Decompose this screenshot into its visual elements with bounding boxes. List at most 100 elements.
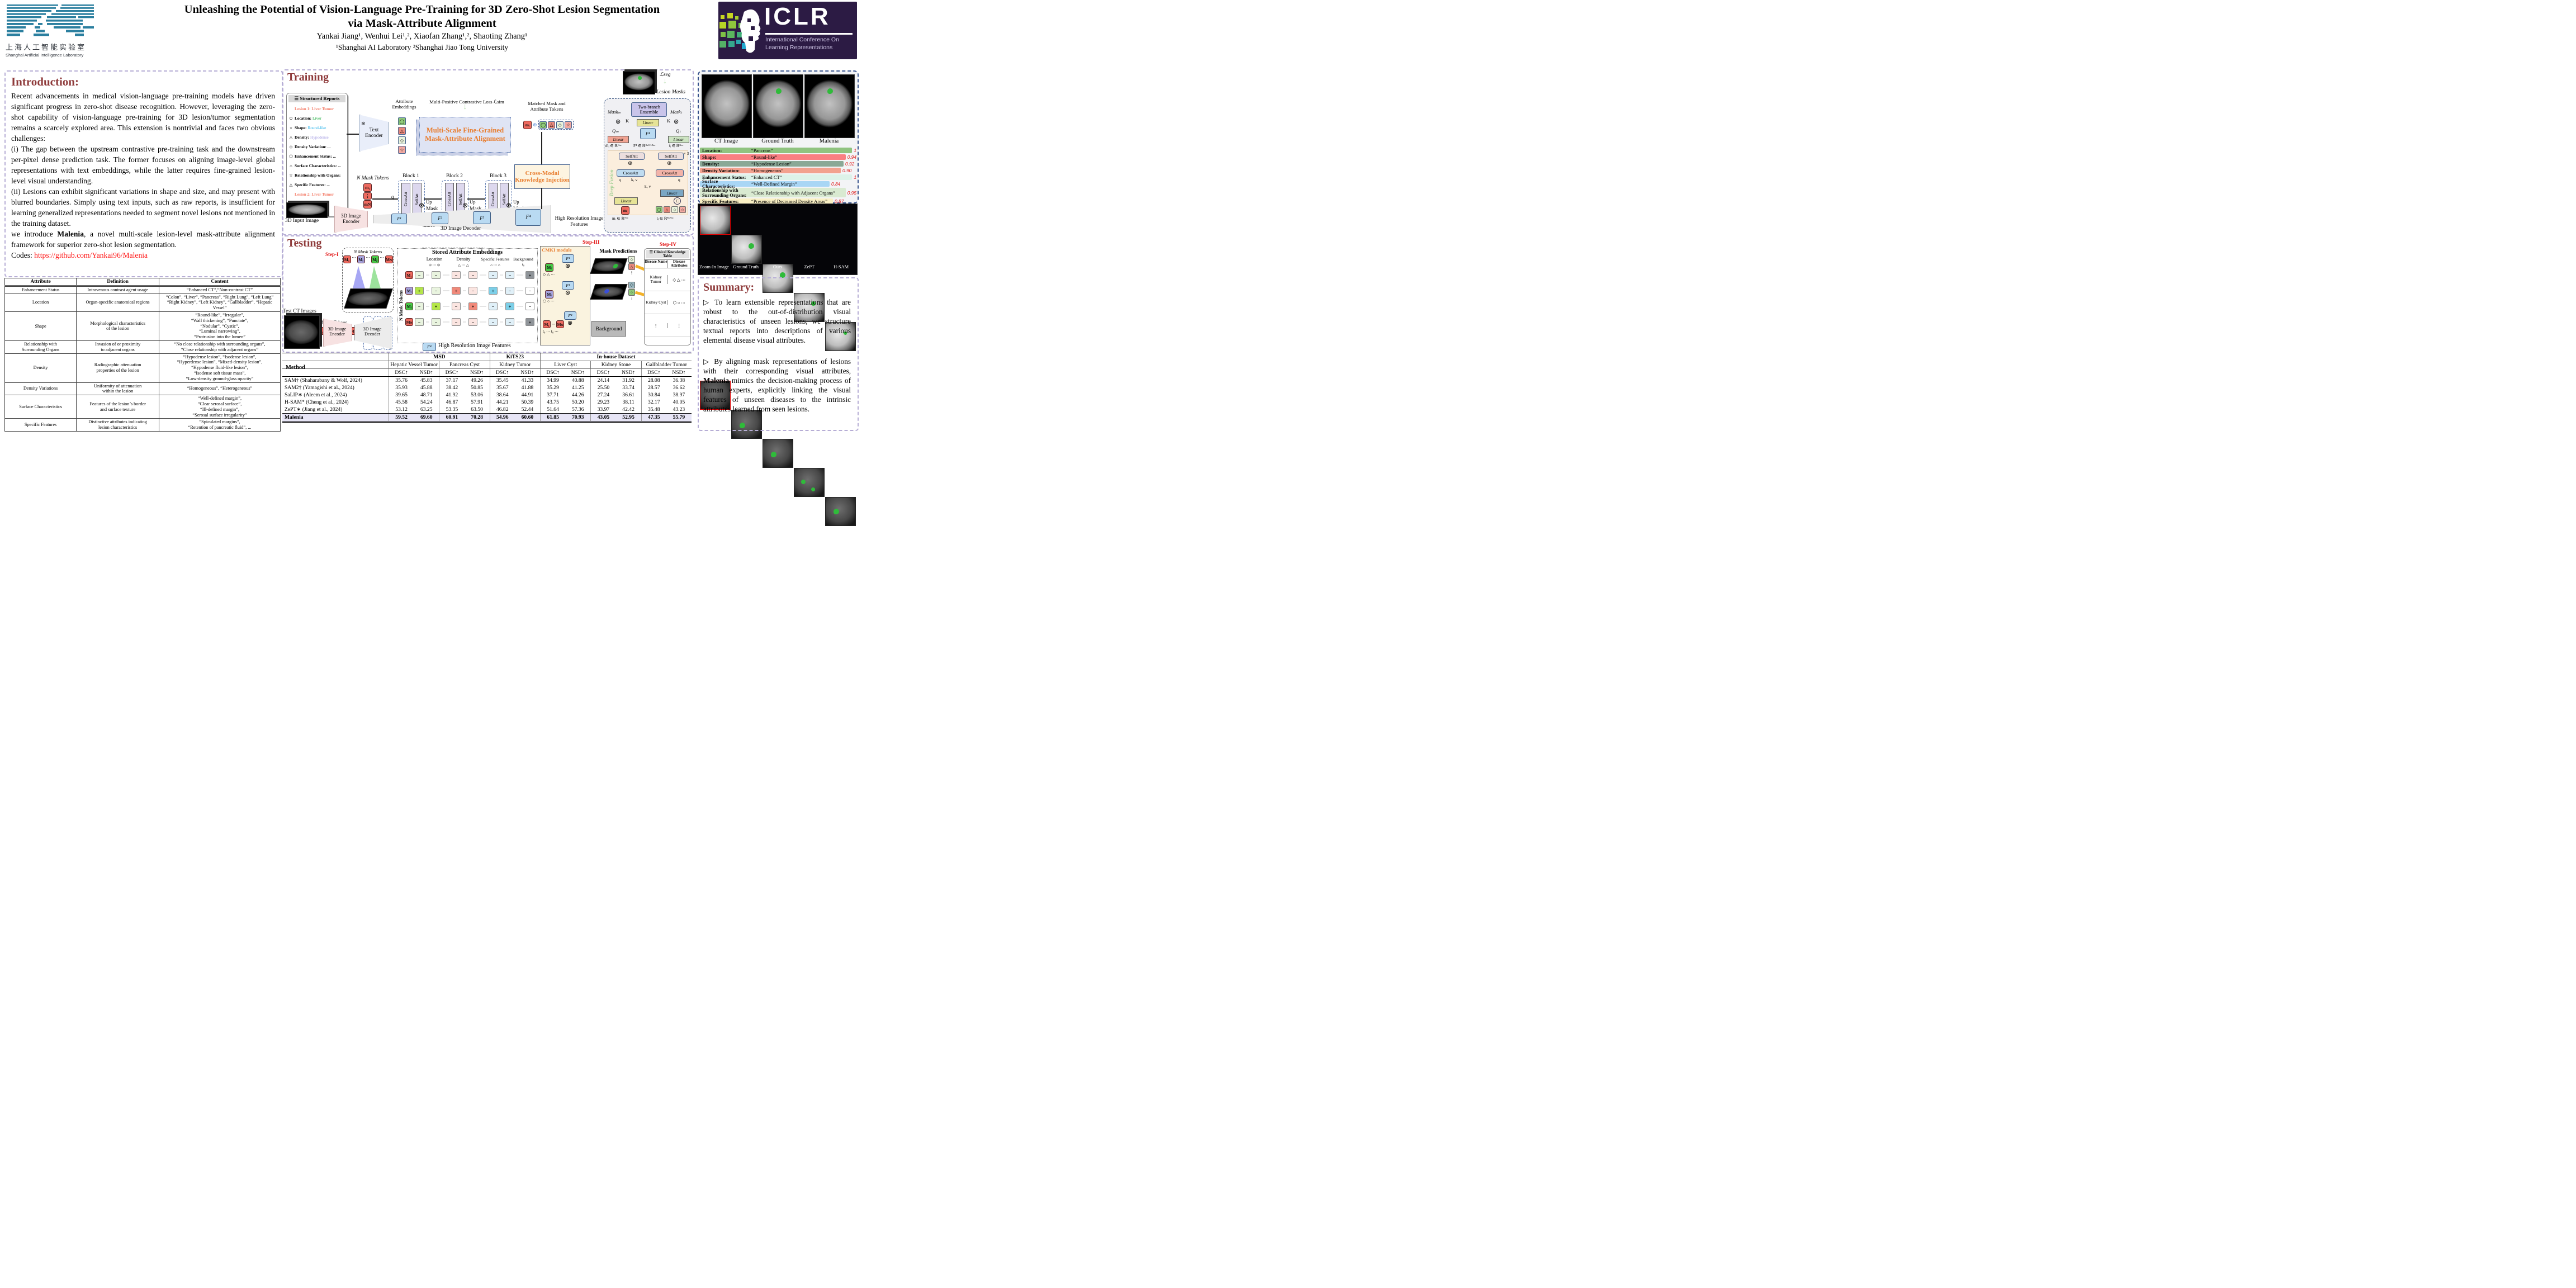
bar-label: Location: — [702, 147, 722, 153]
results-table: Method MSD KiTS23 In-house Dataset Hepat… — [282, 353, 692, 430]
stored-title: Stored Attribute Embeddings — [432, 249, 503, 255]
cell-content: “Hypodense lesion”, “Isodense lesion”, “… — [159, 353, 281, 383]
results-row: SAM2† (Yamagishi et al., 2024) 35.93 45.8… — [282, 384, 692, 391]
kv-l: k, v — [631, 177, 638, 182]
kv-mid: k, v — [645, 184, 651, 189]
t0-icons: t₀ ⋯ t₀ ⋯ — [543, 329, 559, 334]
clinical-title: ☰ Clinical Knowledge Table — [646, 250, 689, 258]
connector — [467, 198, 485, 200]
attribute-bar-row: Density Variation: “Homogeneous” 0.90 — [700, 168, 856, 173]
bar-score: 0.94 — [847, 154, 856, 160]
logo-english-name: Shanghai Artificial Intelligence Laborat… — [6, 53, 84, 58]
cell: − — [468, 287, 477, 295]
zoom-label: Zoom-In Image — [699, 264, 729, 269]
mi-icons: ⬡ ○ ⋯ — [543, 299, 555, 304]
results-row: SaLIP∗ (Aleem et al., 2024) 39.65 48.71 4… — [282, 391, 692, 399]
tj-dim: tⱼ ∈ ℝ⁸ˣᴺˣᶜ — [657, 216, 674, 221]
cell-content: “No close relationship with surrounding … — [159, 340, 281, 354]
crossatt-salmon: CrossAtt — [656, 169, 684, 177]
stored-row: Mᵢ + ⋯ − ⋯⋯ + ⋯ − ⋯⋯ + ⋯ − ⋯⋯ − — [405, 287, 534, 295]
ours-thumb-1 — [763, 264, 793, 293]
bullet-icon: ▷ — [703, 357, 711, 366]
bar-label: Density: — [702, 160, 719, 167]
zoom-comparison-panel: Zoom-In Image Ground Truth Ours ZePT H-SAM — [698, 203, 858, 526]
report-line: ☆ Relationship with Organs: — [288, 171, 345, 180]
alignment-box: Multi-Scale Fine-Grained Mask-Attribute … — [419, 117, 511, 153]
f3-feature: F³ — [473, 211, 491, 224]
iclr-subtitle1: International Conference On — [765, 36, 839, 43]
matched-attr-icons: ◯ △ ◇ ☆ — [538, 120, 574, 130]
mi-dim: mᵢ ∈ ℝᴺˣᶜ — [612, 216, 628, 221]
malenia-label: Malenia — [819, 138, 839, 144]
cell: + — [505, 302, 514, 310]
logo-stripes-icon — [7, 4, 94, 36]
clinical-header: Disease Name Disease Attributes — [645, 259, 690, 268]
otimes-m: ⊗ — [615, 119, 621, 125]
attribute-bar-row: Enhancement Status: “Enhanced CT” 1 — [700, 174, 856, 180]
f4-dim: F⁴ ∈ ℝᴴˣᵂˣᴰˣᶜ — [633, 144, 656, 148]
report-line-label: Lesion 1: Liver Tumor — [295, 106, 334, 111]
cell-content: “Enhanced CT”,“Non-contrast CT” — [159, 285, 281, 294]
stored-row-token: M₁ — [405, 271, 413, 279]
attribute-table-row: Shape Morphological characteristics of t… — [4, 311, 281, 341]
report-line-label: Shape: — [295, 125, 307, 130]
introduction-heading: Introduction: — [11, 75, 79, 88]
testing-panel — [282, 235, 694, 353]
cell-definition: Morphological characteristics of the les… — [76, 311, 160, 341]
summary-bullet-1: ▷ To learn extensible representations th… — [703, 298, 851, 344]
ground-truth-image — [753, 74, 803, 138]
report-line-label: Density Variation: ... — [295, 144, 331, 149]
connector — [347, 134, 359, 135]
method-name: ZePT∗ (Jiang et al., 2024) — [285, 406, 343, 413]
cell: + — [415, 287, 424, 295]
report-line-label: Density: — [295, 134, 309, 140]
attribute-bar-row: Location: “Pancreas” 1 — [700, 148, 856, 153]
k-label-right: K — [667, 118, 671, 124]
col-definition: Definition — [76, 278, 160, 287]
background-cell: − — [525, 287, 534, 295]
intro-p4a: we introduce — [11, 230, 58, 238]
attribute-bar: Surface Characteristics: “Well-Defined M… — [700, 179, 830, 188]
f1-feature: F¹ — [391, 214, 407, 224]
stored-row-token: Mɴ — [405, 318, 413, 326]
linear-steel: Linear — [660, 190, 684, 197]
method-name: SAM2† (Yamagishi et al., 2024) — [285, 385, 354, 391]
bar-value: “Presence of Decreased Density Areas” — [751, 198, 828, 204]
cell: + — [452, 287, 461, 295]
selfatt-right: SelfAtt — [658, 153, 684, 160]
stored-col-headers: Location Density Specific Features Backg… — [426, 257, 533, 262]
ours-thumb-2 — [763, 439, 793, 468]
github-link[interactable]: https://github.com/Yankai96/Malenia — [34, 251, 148, 259]
stored-embeddings-panel: Stored Attribute Embeddings N Mask Token… — [397, 248, 538, 343]
report-line-icon: ◇ — [289, 144, 293, 149]
otimes-icon3: ⊗ — [506, 201, 512, 209]
concat-circle: C — [674, 197, 681, 205]
f4-highres: F⁴ — [423, 343, 436, 351]
report-line-icon: ⬡ — [289, 153, 293, 159]
cell-definition: Features of the lesion’s border and surf… — [76, 395, 160, 419]
hsam-thumb-1 — [825, 322, 856, 351]
qm-label: Qₘ — [612, 128, 619, 134]
stored-row: M₁ − ⋯ − ⋯⋯ − ⋯ − ⋯⋯ − ⋯ − ⋯⋯ + — [405, 271, 534, 279]
bar-label: Density Variation: — [702, 167, 740, 173]
linear-yellow2: Linear — [614, 197, 638, 205]
intro-p4c: , a novel multi-scale lesion-level mask-… — [11, 230, 276, 249]
poster-title-line1: Unleashing the Potential of Vision-Langu… — [184, 3, 660, 16]
attribute-embeddings-label: Attribute Embeddings — [392, 98, 416, 110]
iclr-logo: ICLR International Conference On Learnin… — [718, 2, 857, 59]
attribute-table-row: Surface Characteristics Features of the … — [4, 395, 281, 419]
gt-thumb-2 — [731, 410, 762, 439]
col-content: Content — [159, 278, 281, 287]
q-l: q — [619, 177, 621, 182]
report-line-label: Enhancement Status: ... — [295, 153, 336, 159]
f4-inset: F⁴ — [640, 128, 656, 139]
report-line-icon: △ — [289, 182, 293, 187]
iclr-underline — [765, 33, 853, 35]
gt-thumb-1 — [731, 235, 762, 264]
ct-image — [702, 74, 752, 138]
training-heading: Training — [287, 71, 329, 83]
deep-fusion-panel — [608, 150, 688, 215]
stored-row: Mɴ − ⋯ − ⋯⋯ − ⋯ − ⋯⋯ − ⋯ − ⋯⋯ + — [405, 318, 534, 326]
pred1-icons: ◇ △ ⋮ — [628, 256, 635, 275]
circle-attr-icon: ◯ — [398, 117, 406, 125]
